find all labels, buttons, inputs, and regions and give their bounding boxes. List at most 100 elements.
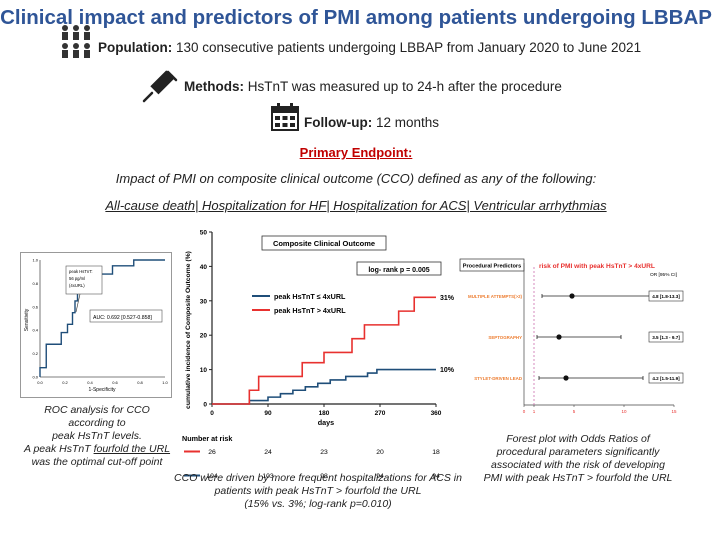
roc-ylabel: Sensitivity <box>24 308 30 331</box>
forest-row-label: MULTIPLE ATTEMPTS(>2) <box>468 294 522 299</box>
impact-text: Impact of PMI on composite clinical outc… <box>115 171 597 186</box>
roc-caption-line: A peak HsTnT fourfold the URL <box>8 443 186 456</box>
forest-xtick: 15 <box>671 409 677 414</box>
roc-xtick: 1.0 <box>162 380 168 385</box>
calendar-icon <box>271 103 299 131</box>
km-caption-line: CCO were driven by more frequent hospita… <box>174 472 462 484</box>
forest-point <box>563 375 569 381</box>
roc-caption-line: was the optimal cut-off point <box>31 456 163 468</box>
km-title: Composite Clinical Outcome <box>273 239 375 248</box>
forest-point <box>569 293 575 299</box>
km-risk-value: 26 <box>208 449 216 456</box>
roc-ytick: 0.4 <box>32 328 38 333</box>
roc-xtick: 0.0 <box>37 380 43 385</box>
criteria-text: All-cause death| Hospitalization for HF|… <box>105 198 607 213</box>
km-ytick: 20 <box>200 333 208 340</box>
roc-xtick: 0.2 <box>62 380 68 385</box>
roc-annotation-3: (4xURL) <box>69 283 85 288</box>
page-title: Clinical impact and predictors of PMI am… <box>0 6 712 29</box>
roc-auc-label: AUC: 0.692 [0.527-0.858] <box>93 315 152 321</box>
roc-caption-line: peak HsTnT levels. <box>52 430 142 442</box>
km-ytick: 50 <box>200 230 208 237</box>
roc-caption-underlined: fourfold the URL <box>93 443 171 455</box>
forest-row-label: STYLET-DRIVEN LEAD <box>474 376 522 381</box>
methods-row: Methods: HsTnT was measured up to 24-h a… <box>184 79 562 94</box>
roc-ytick: 0.8 <box>32 281 38 286</box>
km-legend-blue: peak HsTnT ≤ 4xURL <box>274 292 346 301</box>
forest-xtick: 10 <box>621 409 627 414</box>
km-series-line <box>212 368 436 405</box>
people-icon <box>62 25 90 58</box>
km-ytick: 40 <box>200 264 208 271</box>
followup-text: 12 months <box>372 115 440 130</box>
km-xtick: 0 <box>210 410 214 417</box>
km-risk-value: 98 <box>320 473 328 478</box>
km-end-label: 31% <box>440 295 455 302</box>
km-xtick: 90 <box>264 410 272 417</box>
forest-caption-line: procedural parameters significantly <box>496 446 660 458</box>
followup-label: Follow-up: <box>304 115 373 130</box>
km-risk-value: 23 <box>320 449 328 456</box>
forest-xtick: 1 <box>533 409 536 414</box>
km-risk-value: 104 <box>206 473 218 478</box>
km-xtick: 180 <box>319 410 330 417</box>
roc-annotation-1: peak HsTnT: <box>69 269 93 274</box>
km-caption-line: patients with peak HsTnT > fourfold the … <box>214 485 422 497</box>
roc-caption-line: ROC analysis for CCO <box>44 404 150 416</box>
roc-xtick: 0.6 <box>112 380 118 385</box>
methods-label: Methods: <box>184 79 244 94</box>
followup-row: Follow-up: 12 months <box>304 115 439 130</box>
syringe-icon <box>142 70 178 103</box>
roc-ytick: 0.6 <box>32 304 38 309</box>
roc-curve <box>39 259 165 377</box>
forest-xtick: 0 <box>523 409 526 414</box>
forest-caption-line: PMI with peak HsTnT > fourfold the URL <box>483 472 673 484</box>
km-risk-value: 94 <box>432 473 440 478</box>
forest-or-text: 3.5 [1.3 - 9.7] <box>652 335 680 340</box>
forest-title: risk of PMI with peak HsTnT > 4xURL <box>539 263 655 270</box>
km-risk-value: 20 <box>376 449 384 456</box>
forest-plot: Procedural Predictors risk of PMI with p… <box>459 258 684 414</box>
roc-ytick: 0.2 <box>32 351 38 356</box>
population-text: 130 consecutive patients undergoing LBBA… <box>172 40 642 55</box>
forest-header: Procedural Predictors <box>463 264 521 270</box>
population-row: Population: 130 consecutive patients und… <box>98 40 641 55</box>
methods-text: HsTnT was measured up to 24-h after the … <box>244 79 562 94</box>
km-chart: cumulative incidence of Composite Outcom… <box>182 230 455 479</box>
km-risk-value: 24 <box>264 449 272 456</box>
roc-xlabel: 1-Specificity <box>89 387 116 393</box>
roc-caption-line: according to <box>68 417 126 429</box>
km-ylabel: cumulative incidence of Composite Outcom… <box>185 251 192 409</box>
roc-ytick: 1.0 <box>32 258 38 263</box>
km-at-risk-label: Number at risk <box>182 434 232 443</box>
forest-or-box <box>648 372 684 384</box>
forest-or-text: 4.2 [1.5-11.9] <box>652 376 680 381</box>
roc-xtick: 0.4 <box>87 380 93 385</box>
forest-or-header: OR [95% CI] <box>650 272 677 278</box>
forest-or-text: 4.8 [1.8-13.3] <box>652 294 680 299</box>
forest-caption-line: Forest plot with Odds Ratios of <box>506 433 650 445</box>
forest-or-box <box>648 290 684 302</box>
km-risk-value: 103 <box>262 473 274 478</box>
primary-endpoint: Primary Endpoint: <box>299 145 413 160</box>
km-series-line <box>212 296 436 405</box>
km-xtick: 270 <box>375 410 386 417</box>
forest-or-box <box>648 331 684 343</box>
roc-chart: 0.00.0 0.2 0.2 0.4 0.4 0.6 0.6 0.8 0.8 1.0 1.0 pea… <box>20 252 172 398</box>
km-ytick: 10 <box>200 367 208 374</box>
km-end-label: 10% <box>440 367 455 374</box>
km-xtick: 360 <box>431 410 442 417</box>
km-caption: CCO were driven by more frequent hospita… <box>168 472 468 511</box>
km-xlabel: days <box>318 418 334 427</box>
roc-xtick: 0.8 <box>137 380 143 385</box>
population-label: Population: <box>98 40 173 55</box>
km-risk-value: 94 <box>376 473 384 478</box>
roc-caption-prefix: A peak HsTnT <box>23 443 94 455</box>
forest-xtick: 5 <box>573 409 576 414</box>
roc-caption: ROC analysis for CCO according to peak H… <box>8 404 186 469</box>
forest-caption-line: associated with the risk of developing <box>491 459 665 471</box>
km-risk-value: 18 <box>432 449 440 456</box>
roc-ytick: 0.0 <box>32 375 38 380</box>
km-legend-red: peak HsTnT > 4xURL <box>274 306 346 315</box>
forest-row-label: SEPTOGRAPHY <box>488 335 522 340</box>
